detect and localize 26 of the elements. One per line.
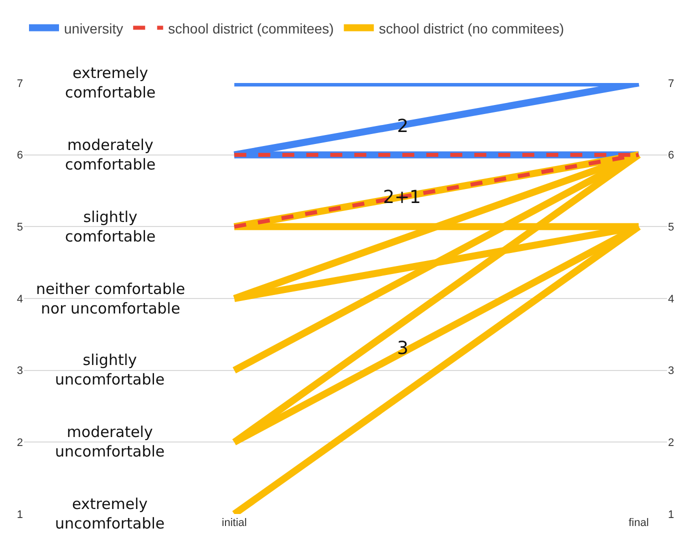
annotation: slightly comfortable	[65, 208, 156, 246]
annotation: moderately uncomfortable	[55, 423, 165, 460]
y2-tick-label: 6	[668, 150, 674, 162]
annotation: moderately comfortable	[65, 136, 156, 174]
legend-label: school district (commitees)	[168, 20, 334, 36]
annotation: neither comfortable nor uncomfortable	[36, 280, 186, 318]
y2-tick-label: 3	[668, 365, 674, 378]
y2-tick-label: 4	[668, 293, 674, 306]
y-tick-label: 6	[16, 150, 23, 162]
y-tick-label: 4	[16, 293, 23, 306]
legend-label: school district (no commitees)	[378, 20, 564, 36]
y2-tick-label: 7	[668, 78, 674, 90]
y2-tick-label: 5	[668, 222, 674, 234]
y-tick-label: 2	[16, 437, 23, 450]
y2-tick-label: 1	[668, 508, 674, 521]
x-tick-label: final	[628, 517, 649, 529]
legend-label: university	[64, 20, 124, 36]
y-tick-label: 3	[16, 365, 23, 378]
y-tick-label: 5	[16, 222, 23, 234]
y2-tick-label: 2	[668, 437, 674, 450]
annotation: extremely comfortable	[65, 64, 156, 102]
x-tick-label: initial	[222, 517, 247, 529]
annotation: extremely uncomfortable	[55, 495, 165, 532]
y-tick-label: 7	[16, 78, 23, 90]
y-tick-label: 1	[16, 508, 23, 521]
annotation: slightly uncomfortable	[55, 351, 165, 388]
